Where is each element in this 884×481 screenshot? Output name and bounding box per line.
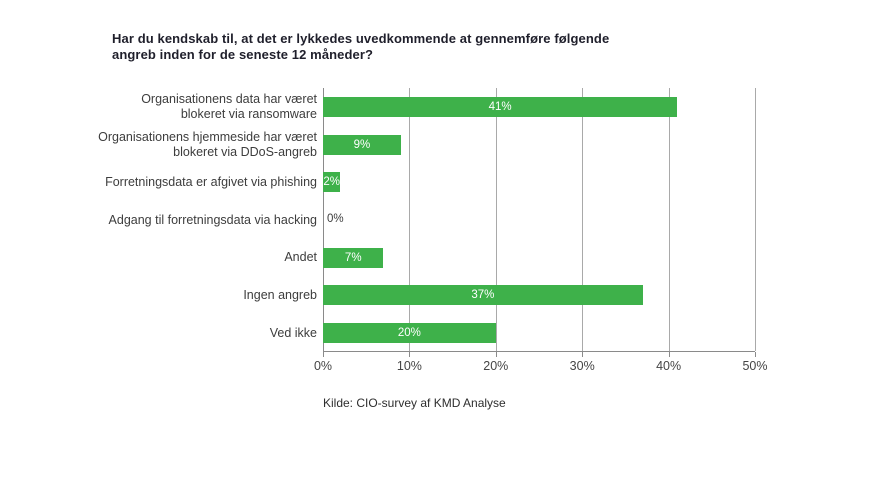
source-note: Kilde: CIO-survey af KMD Analyse (323, 396, 506, 410)
bar-value-label: 41% (488, 100, 512, 113)
x-axis-labels: 0% 10% 20% 30% 40% 50% (314, 359, 768, 375)
axis-tick (582, 352, 584, 357)
axis-tick (495, 352, 497, 357)
y-axis-line (323, 88, 324, 351)
category-label: Organisationens data har været blokeret … (141, 91, 317, 121)
axis-tick (409, 352, 411, 357)
bar: 2% (323, 172, 341, 193)
bar-value-label: 0% (327, 213, 344, 225)
bar-value-label: 20% (397, 327, 421, 340)
category-label: Organisationens hjemmeside har været blo… (98, 129, 317, 159)
x-tick-label: 20% (483, 359, 509, 373)
bar-value-label: 7% (344, 251, 362, 264)
gridline (495, 88, 497, 351)
bar-value-label: 9% (353, 138, 371, 151)
bar-value-label: 2% (323, 176, 340, 189)
category-label: Ingen angreb (243, 287, 317, 302)
gridline (409, 88, 411, 351)
bar: 7% (323, 247, 384, 268)
x-tick-label: 40% (656, 359, 682, 373)
category-label: Forretningsdata er afgivet via phishing (105, 174, 317, 189)
bar-value-label: 37% (471, 289, 495, 302)
axis-tick (755, 352, 756, 357)
x-tick-label: 0% (313, 359, 333, 373)
category-labels: Organisationens data har været blokeret … (95, 88, 317, 352)
axis-tick (668, 352, 670, 357)
chart-title: Har du kendskab til, at det er lykkedes … (112, 31, 610, 62)
category-label: Andet (284, 250, 317, 265)
x-tick-label: 50% (742, 359, 768, 373)
gridline (668, 88, 670, 351)
axis-tick (323, 352, 324, 357)
plot-area: 41% 9% 2% 0% 7% 37% 20% (323, 88, 756, 357)
category-label: Adgang til forretningsdata via hacking (108, 212, 317, 227)
bar: 41% (323, 96, 678, 117)
gridline (755, 88, 756, 351)
bar: 9% (323, 134, 401, 155)
x-tick-label: 30% (569, 359, 595, 373)
x-tick-label: 10% (396, 359, 422, 373)
bar: 20% (323, 323, 496, 344)
bar: 37% (323, 285, 643, 306)
gridline (582, 88, 584, 351)
category-label: Ved ikke (269, 325, 317, 340)
